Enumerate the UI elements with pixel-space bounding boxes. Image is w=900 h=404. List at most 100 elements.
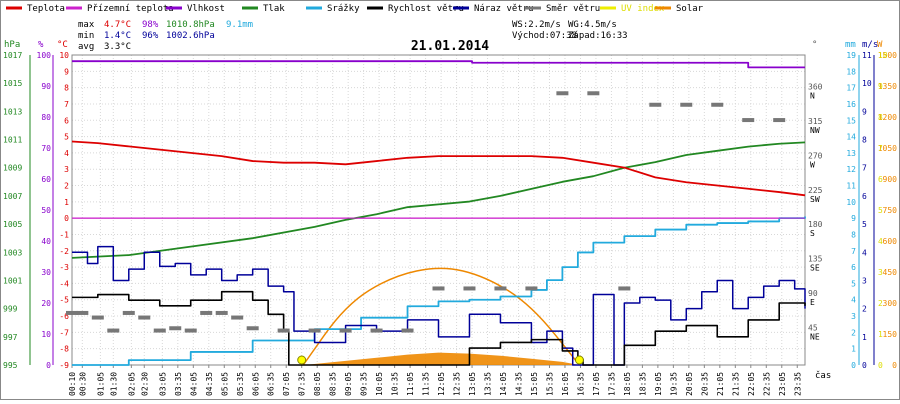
pct-tick-label: 60 [41,175,51,184]
x-tick-label: 19:05 [654,372,663,396]
pct-tick-label: 40 [41,237,51,246]
temp-tick-label: 9 [64,67,69,76]
x-tick-label: 12:05 [437,372,446,396]
pct-tick-label: 50 [41,206,51,215]
stat-min-label: min [78,31,94,41]
series-wind-speed [72,290,806,366]
temp-tick-label: 2 [64,182,69,191]
ms-tick-label: 1 [862,333,867,342]
x-axis: 00:10 00:30 01:05 01:30 02:05 02:30 03:05 03:35… [68,365,802,396]
watt-tick-label: 600 [883,237,898,246]
wind-direction-mark [76,310,89,315]
x-tick-label: 11:35 [422,372,431,396]
wind-direction-mark [370,328,383,333]
wind-direction-mark [91,315,104,320]
x-tick-label: 22:35 [762,372,771,396]
wind-direction-mark [231,315,244,320]
dir-tick-degrees: 45 [808,324,818,333]
wind-direction-mark [711,102,724,107]
legend-label: Tlak [263,4,285,14]
x-tick-label: 23:05 [778,372,787,396]
mm-tick-label: 17 [846,84,856,93]
wind-direction-mark [587,91,600,96]
watt-tick-label: 0 [892,361,897,370]
x-tick-label: 00:30 [78,372,87,396]
stat-max-label: max [78,20,95,30]
temp-tick-label: 4 [64,149,69,158]
temp-tick-label: -7 [59,328,69,337]
x-tick-label: 07:05 [282,372,291,396]
wind-direction-mark [246,326,259,331]
x-tick-label: 19:35 [669,372,678,396]
temp-tick-label: 7 [64,100,69,109]
stat-avg-label: avg [78,42,94,52]
hpa-tick-label: 1005 [3,220,22,229]
temp-tick-label: -3 [59,263,69,272]
mm-tick-label: 7 [851,247,856,256]
series-humidity [72,60,805,69]
temp-tick-label: -8 [59,345,69,354]
x-tick-label: 21:05 [716,372,725,396]
mm-tick-label: 4 [851,296,856,305]
x-axis-label: čas [815,370,831,381]
x-tick-label: 08:35 [329,372,338,396]
temp-tick-label: 6 [64,116,69,125]
wind-direction-mark [494,286,507,291]
x-tick-label: 17:05 [592,372,601,396]
x-tick-label: 18:35 [638,372,647,396]
wind-direction-mark [525,286,538,291]
pct-tick-label: 90 [41,82,51,91]
mm-tick-label: 3 [851,312,856,321]
dir-tick-compass: NE [810,333,820,342]
x-tick-label: 14:05 [499,372,508,396]
axis-unit-watt: W [877,40,883,50]
uv-tick-label: 1 [878,330,883,339]
legend-label: Vlhkost [187,4,225,14]
watt-tick-label: 150 [883,330,898,339]
dir-tick-degrees: 180 [808,220,823,229]
mm-tick-label: 1 [851,345,856,354]
stats-block: max 4.7°C 98% 1010.8hPa 9.1mm min 1.4°C … [78,20,628,52]
series-pressure [71,141,806,259]
mm-tick-label: 10 [846,198,856,207]
mm-tick-label: 5 [851,279,856,288]
uv-tick-label: 6 [878,175,883,184]
dir-tick-compass: NW [810,126,820,135]
temp-tick-label: 0 [64,214,69,223]
uv-marker [574,355,584,365]
right-axes: 360N315NW270W225SW180S135SE90E45NE191817… [808,51,897,370]
legend-label: Směr větru [546,4,600,14]
pct-tick-label: 30 [41,268,51,277]
x-tick-label: 06:35 [267,372,276,396]
legend-label: Rychlost větru [388,4,464,14]
x-tick-label: 01:05 [96,372,105,396]
dir-tick-compass: SW [810,195,820,204]
x-tick-label: 10:35 [391,372,400,396]
wind-direction-mark [169,326,182,331]
x-tick-label: 00:10 [68,372,77,396]
plot-area [66,60,806,366]
legend-label: Solar [676,4,704,14]
left-axes: 1017101510131011100910071005100310019999… [3,51,69,370]
watt-tick-label: 300 [883,299,898,308]
wind-direction-mark [742,118,755,123]
wind-direction-mark [649,102,662,107]
stat-sunrise: Východ:07:38 [512,31,577,41]
mm-tick-label: 12 [846,165,856,174]
ms-tick-label: 11 [862,51,872,60]
pct-tick-label: 10 [41,330,51,339]
hpa-tick-label: 1011 [3,136,22,145]
x-tick-label: 13:05 [468,372,477,396]
x-tick-label: 03:35 [174,372,183,396]
x-tick-label: 06:05 [251,372,260,396]
watt-tick-label: 1050 [878,144,897,153]
temp-tick-label: -9 [59,361,69,370]
stat-max-temp: 4.7°C [104,20,131,30]
wind-direction-mark [556,91,569,96]
mm-tick-label: 6 [851,263,856,272]
x-tick-label: 16:35 [576,372,585,396]
hpa-tick-label: 1015 [3,79,22,88]
wind-direction-mark [618,286,631,291]
